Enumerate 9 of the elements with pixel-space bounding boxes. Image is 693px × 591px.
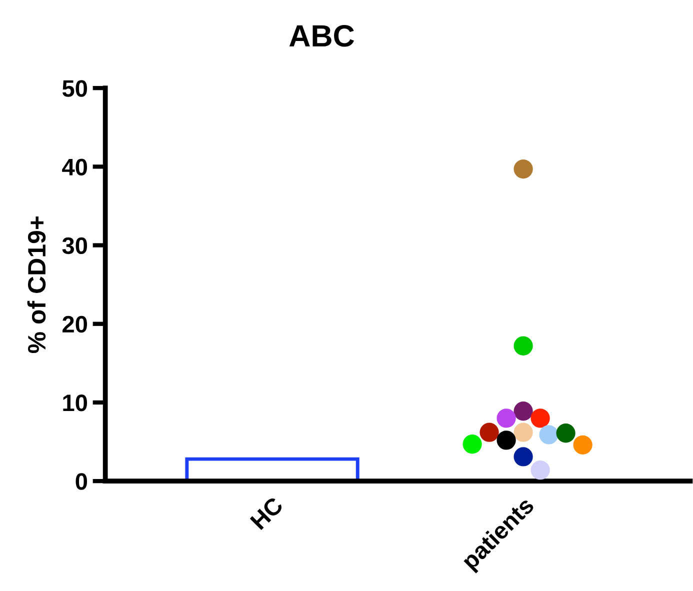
y-axis-title: % of CD19+ xyxy=(27,216,46,354)
chart-title: ABC xyxy=(289,25,354,47)
y-tick-label: 10 xyxy=(63,394,88,412)
y-tick-label: 50 xyxy=(62,80,88,97)
x-tick-label: HC xyxy=(250,496,284,530)
y-tick-label: 30 xyxy=(62,237,88,254)
y-tick-label: 40 xyxy=(62,158,88,176)
y-tick-label: 20 xyxy=(62,316,88,333)
y-tick-label: 0 xyxy=(76,473,88,490)
